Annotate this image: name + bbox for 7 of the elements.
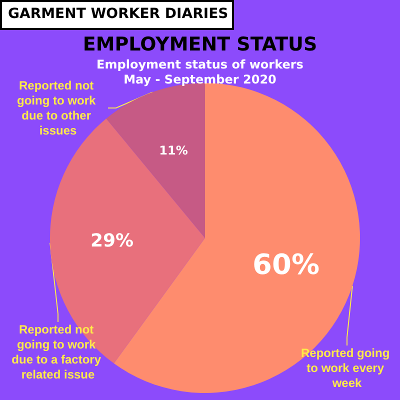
text: GARMENT WORKER DIARIES [8,6,228,22]
slice-label: Reported not going to work due to other issues [17,78,99,138]
data-label: 60% [252,248,320,281]
data-label: 29% [90,230,134,252]
data-label: 11% [159,144,188,158]
chart-subtitle: Employment status of workers May - September 2020 [96,58,304,86]
chart-title: EMPLOYMENT STATUS [82,34,318,56]
